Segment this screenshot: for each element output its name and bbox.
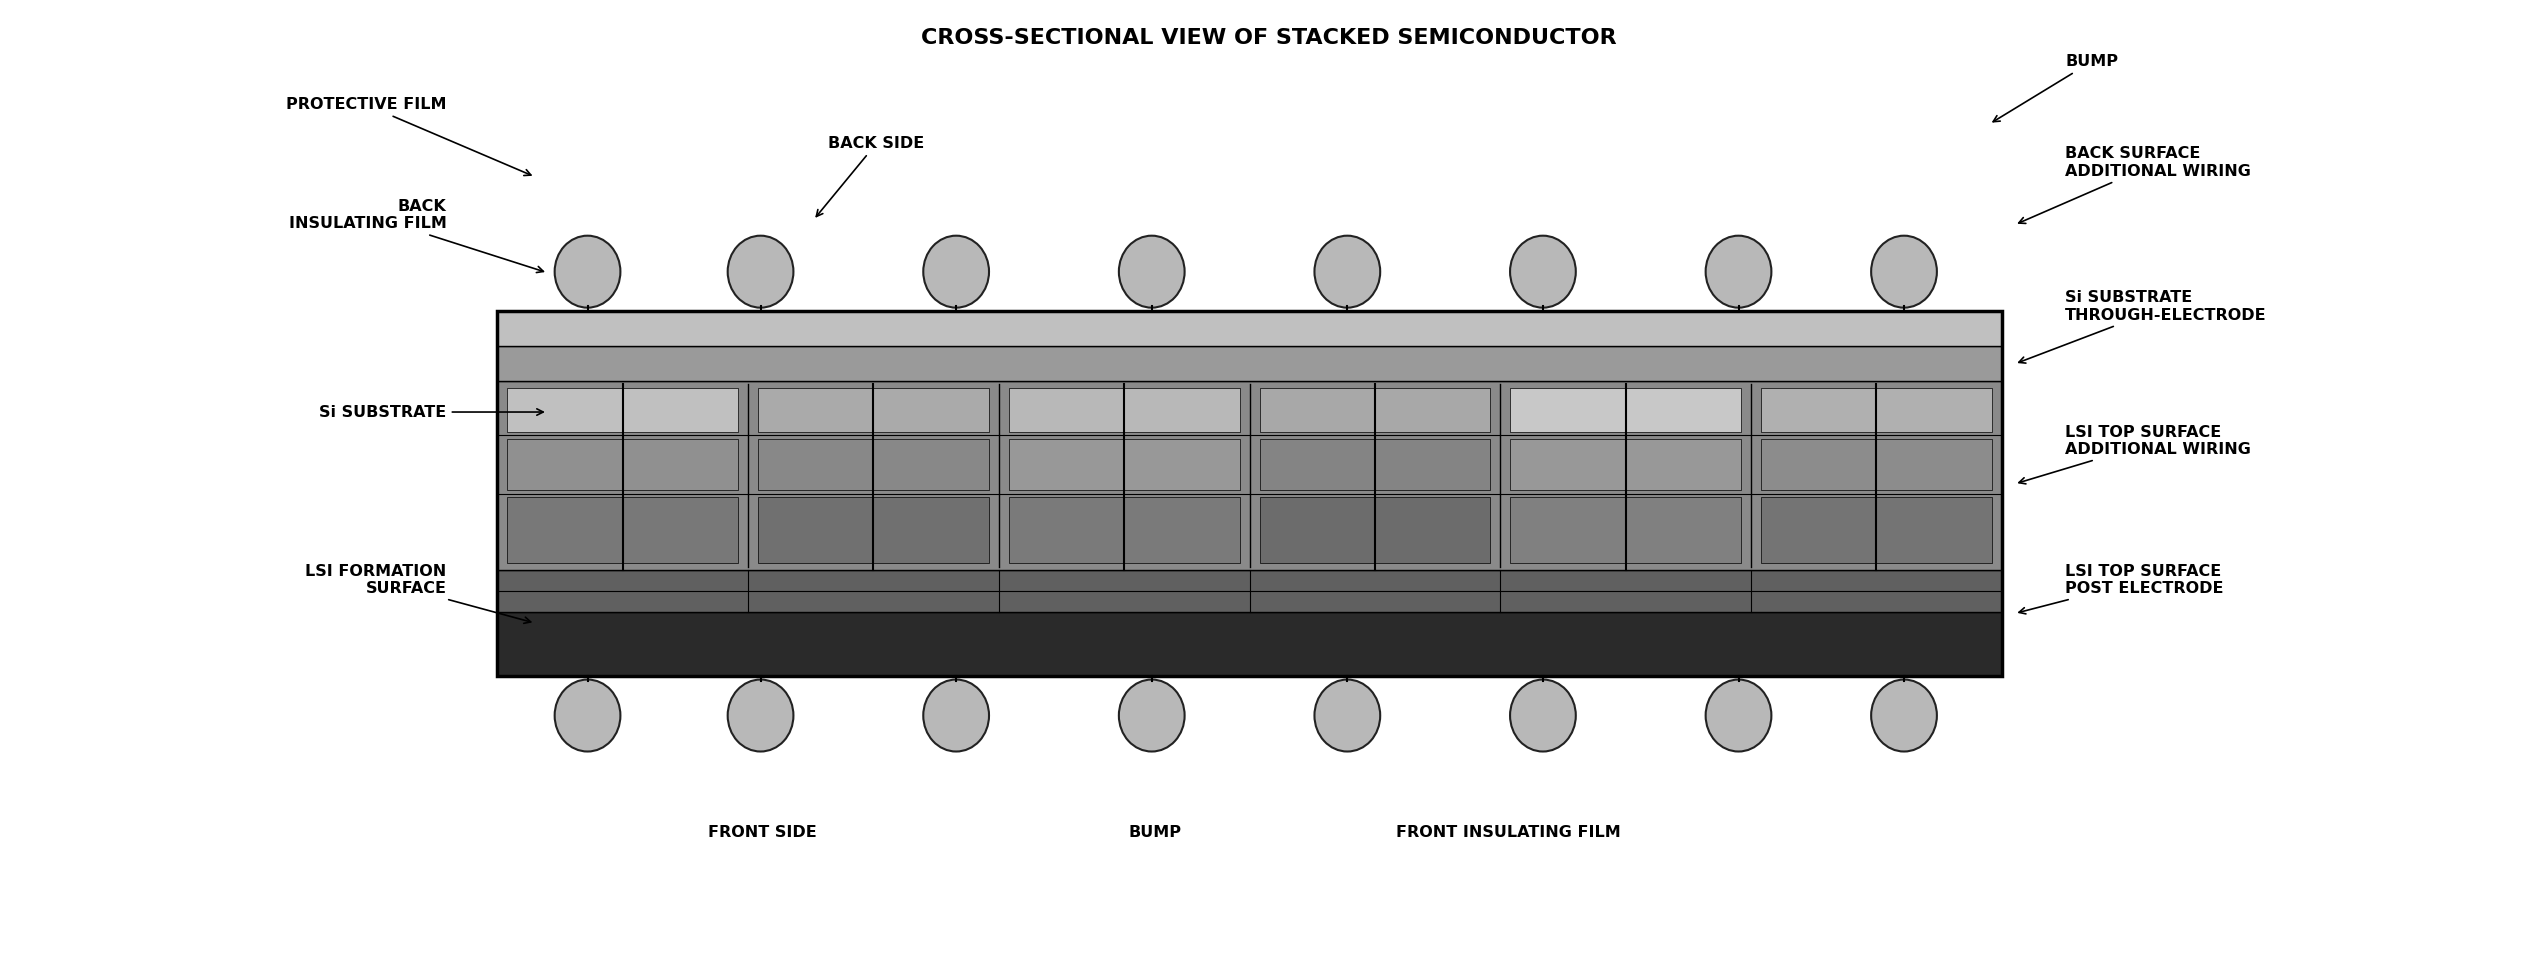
Bar — [497, 570, 2002, 612]
Text: FRONT SIDE: FRONT SIDE — [708, 825, 817, 839]
Ellipse shape — [1510, 680, 1575, 751]
Bar — [1010, 498, 1241, 562]
Bar — [1258, 388, 1489, 432]
Text: Si SUBSTRATE: Si SUBSTRATE — [320, 405, 543, 419]
Bar — [497, 312, 2002, 676]
Ellipse shape — [1872, 680, 1936, 751]
Text: BACK
INSULATING FILM: BACK INSULATING FILM — [289, 199, 543, 273]
Bar — [497, 346, 2002, 380]
Text: PROTECTIVE FILM: PROTECTIVE FILM — [287, 98, 530, 175]
Ellipse shape — [556, 235, 622, 308]
Ellipse shape — [1119, 680, 1185, 751]
Text: FRONT INSULATING FILM: FRONT INSULATING FILM — [1395, 825, 1621, 839]
Bar — [507, 388, 738, 432]
Text: LSI FORMATION
SURFACE: LSI FORMATION SURFACE — [304, 563, 530, 623]
Bar — [1258, 439, 1489, 490]
Bar — [497, 312, 2002, 346]
Bar — [1761, 388, 1992, 432]
Ellipse shape — [728, 680, 794, 751]
Ellipse shape — [556, 680, 622, 751]
Text: LSI TOP SURFACE
ADDITIONAL WIRING: LSI TOP SURFACE ADDITIONAL WIRING — [2019, 425, 2250, 484]
Text: CROSS-SECTIONAL VIEW OF STACKED SEMICONDUCTOR: CROSS-SECTIONAL VIEW OF STACKED SEMICOND… — [921, 28, 1616, 48]
Bar — [759, 439, 989, 490]
Text: LSI TOP SURFACE
POST ELECTRODE: LSI TOP SURFACE POST ELECTRODE — [2019, 563, 2222, 614]
Bar — [1761, 498, 1992, 562]
Bar — [497, 612, 2002, 676]
Text: Si SUBSTRATE
THROUGH-ELECTRODE: Si SUBSTRATE THROUGH-ELECTRODE — [2019, 290, 2266, 363]
Bar — [1010, 388, 1241, 432]
Text: BACK SURFACE
ADDITIONAL WIRING: BACK SURFACE ADDITIONAL WIRING — [2019, 146, 2250, 224]
Ellipse shape — [1314, 235, 1380, 308]
Ellipse shape — [1705, 235, 1771, 308]
Bar — [1761, 439, 1992, 490]
Text: BUMP: BUMP — [1129, 825, 1182, 839]
Ellipse shape — [923, 680, 989, 751]
Bar — [1258, 498, 1489, 562]
Bar — [507, 498, 738, 562]
Ellipse shape — [1119, 235, 1185, 308]
Text: BUMP: BUMP — [1994, 54, 2118, 122]
Bar — [759, 388, 989, 432]
Bar — [1510, 439, 1740, 490]
Ellipse shape — [1705, 680, 1771, 751]
Bar — [507, 439, 738, 490]
Text: BACK SIDE: BACK SIDE — [817, 136, 923, 217]
Bar — [1510, 498, 1740, 562]
Ellipse shape — [1872, 235, 1936, 308]
Bar — [497, 380, 2002, 570]
Bar — [759, 498, 989, 562]
Bar — [1510, 388, 1740, 432]
Ellipse shape — [728, 235, 794, 308]
Bar — [1010, 439, 1241, 490]
Ellipse shape — [1510, 235, 1575, 308]
Ellipse shape — [923, 235, 989, 308]
Ellipse shape — [1314, 680, 1380, 751]
